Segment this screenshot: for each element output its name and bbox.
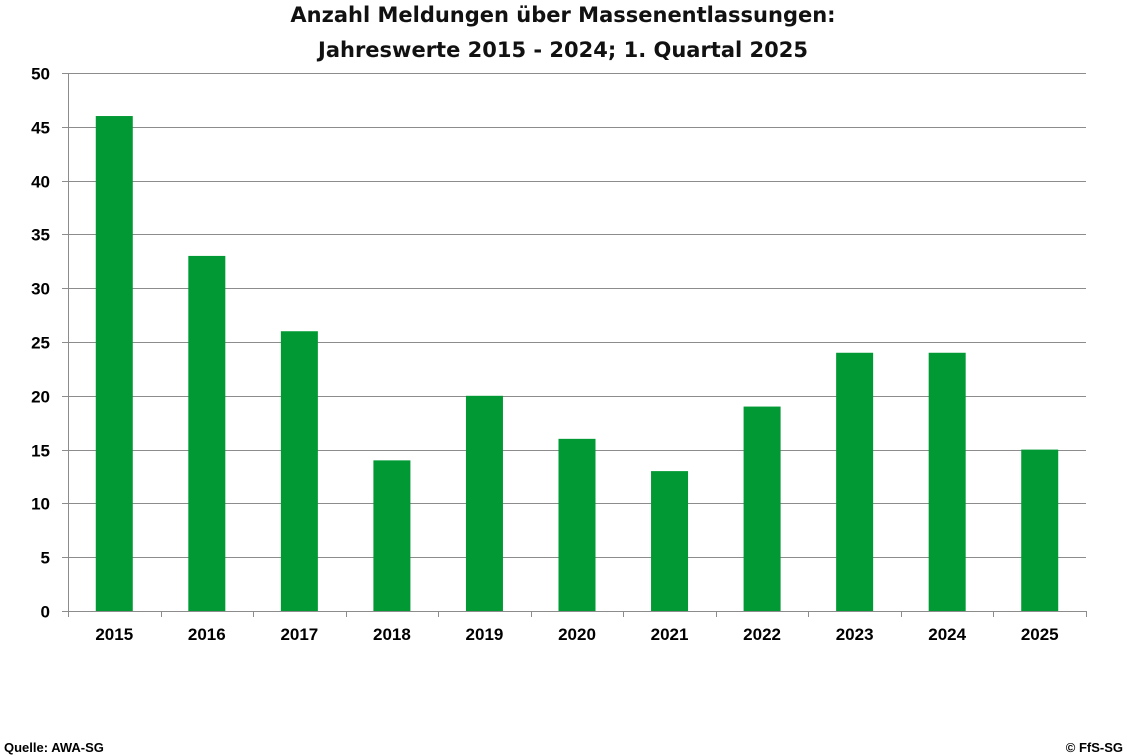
bar-2018: [373, 460, 411, 611]
x-tick-label: 2025: [1021, 625, 1059, 644]
copyright-note: © FfS-SG: [1065, 740, 1123, 755]
bar-2021: [651, 471, 689, 611]
gridlines: [68, 73, 1086, 558]
axes: [62, 73, 1087, 617]
bar-2025: [1021, 449, 1059, 611]
y-tick-label: 10: [31, 495, 50, 514]
chart-title-line-2: Jahreswerte 2015 - 2024; 1. Quartal 2025: [316, 38, 808, 62]
y-tick-label: 5: [41, 549, 50, 568]
y-tick-label: 35: [31, 226, 50, 245]
y-tick-label: 0: [41, 603, 50, 622]
bar-chart: Anzahl Meldungen über Massenentlassungen…: [31, 3, 1087, 644]
y-tick-label: 15: [31, 442, 50, 461]
bars: [95, 116, 1059, 612]
x-tick-label: 2018: [373, 625, 411, 644]
bar-2020: [558, 438, 596, 611]
x-tick-label: 2015: [95, 625, 133, 644]
bar-2023: [836, 352, 874, 611]
bar-2024: [928, 352, 966, 611]
x-tick-labels: 2015 2016 2017 2018 2019 2020 2021 2022 2023 2024…: [95, 625, 1058, 644]
chart-title-line-1: Anzahl Meldungen über Massenentlassungen…: [290, 3, 835, 27]
x-tick-label: 2017: [280, 625, 318, 644]
bar-2016: [188, 255, 226, 612]
y-tick-label: 20: [31, 388, 50, 407]
x-tick-label: 2022: [743, 625, 781, 644]
y-tick-label: 45: [31, 119, 50, 138]
x-tick-label: 2021: [651, 625, 689, 644]
bar-2019: [465, 395, 503, 611]
bar-2017: [280, 331, 318, 611]
x-tick-label: 2024: [928, 625, 966, 644]
y-tick-label: 30: [31, 280, 50, 299]
x-tick-label: 2020: [558, 625, 596, 644]
source-note: Quelle: AWA-SG: [4, 740, 104, 755]
x-tick-label: 2016: [188, 625, 226, 644]
bar-2022: [743, 406, 781, 611]
y-tick-label: 50: [31, 65, 50, 84]
y-tick-labels: 0 5 10 15 20 25 30 35 40 45 50: [31, 65, 50, 622]
bar-2015: [95, 116, 133, 611]
y-tick-label: 25: [31, 334, 50, 353]
x-tick-label: 2023: [836, 625, 874, 644]
y-tick-label: 40: [31, 173, 50, 192]
x-tick-label: 2019: [466, 625, 504, 644]
